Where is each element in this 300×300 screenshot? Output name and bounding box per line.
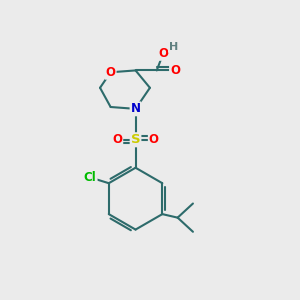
Text: O: O — [106, 66, 116, 79]
Text: H: H — [169, 42, 178, 52]
Text: O: O — [170, 64, 180, 77]
Text: O: O — [149, 133, 159, 146]
Text: O: O — [112, 133, 122, 146]
Text: N: N — [130, 102, 140, 116]
Text: S: S — [131, 133, 140, 146]
Text: O: O — [158, 47, 168, 60]
Text: Cl: Cl — [84, 171, 97, 184]
